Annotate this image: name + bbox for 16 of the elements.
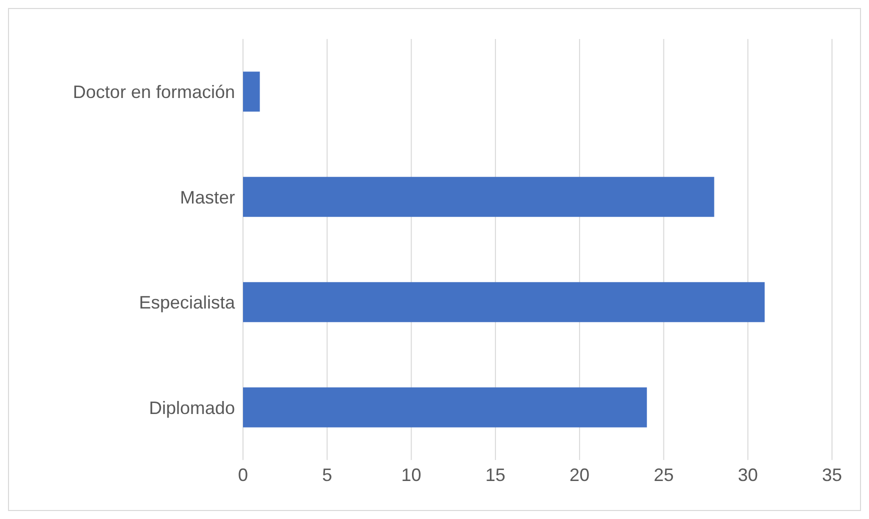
x-tick-label: 30 [738,464,758,485]
x-tick-label: 10 [401,464,422,485]
y-tick-label: Master [180,187,235,208]
y-tick-label: Doctor en formación [72,82,235,102]
y-tick-label: Especialista [138,292,236,313]
x-tick-label: 15 [485,464,506,485]
y-tick-label: Diplomado [148,398,235,418]
x-tick-label: 5 [322,464,332,485]
bar [243,387,647,428]
x-tick-label: 35 [822,464,842,485]
x-tick-label: 0 [238,464,248,485]
x-tick-label: 20 [570,464,590,485]
bar [243,72,260,112]
bar [243,176,714,217]
bar [243,282,765,322]
x-tick-label: 25 [654,464,674,485]
